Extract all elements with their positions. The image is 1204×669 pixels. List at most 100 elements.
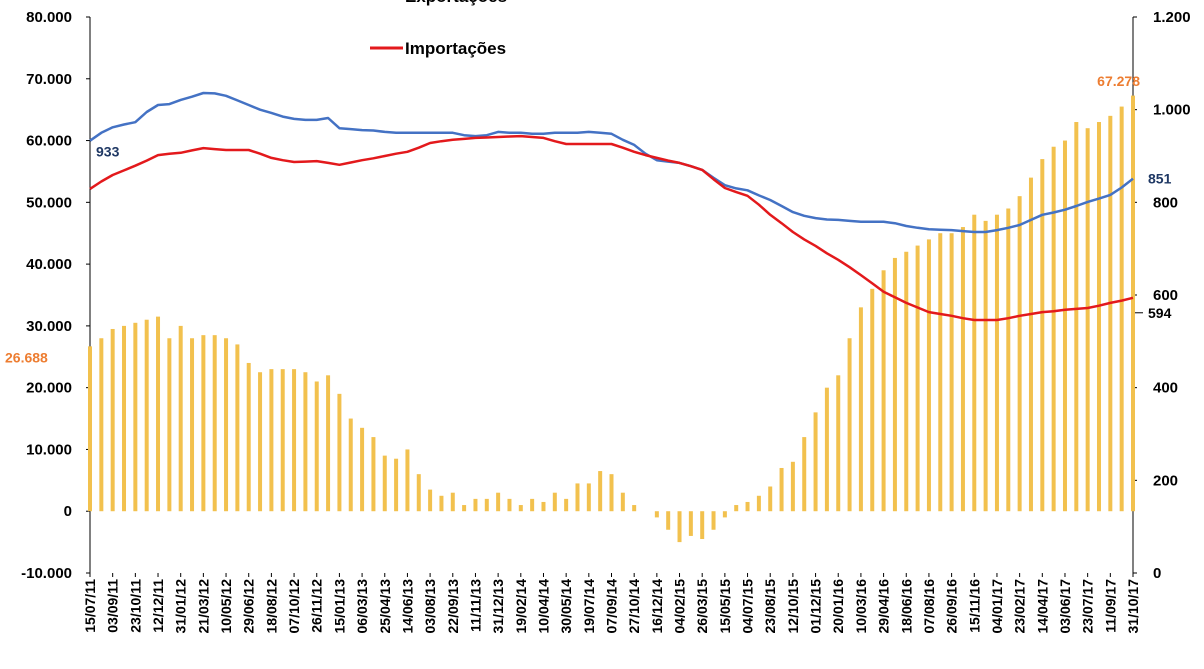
- bar: [564, 498, 569, 512]
- y-tick-label: 20.000: [26, 380, 72, 397]
- x-tick-label: 29/06/12: [241, 579, 257, 634]
- line: [89, 134, 1134, 322]
- bar: [654, 511, 659, 518]
- bar: [280, 369, 285, 512]
- bar: [507, 498, 512, 512]
- x-tick-label: 06/03/13: [354, 579, 370, 634]
- bar: [326, 375, 331, 512]
- bar: [303, 372, 308, 512]
- x-tick-label: 31/01/12: [173, 579, 189, 634]
- x-tick-label: 12/12/11: [150, 579, 166, 633]
- bar: [110, 328, 115, 512]
- bar: [428, 489, 433, 512]
- bar: [949, 233, 954, 512]
- y2-tick-label: 1.000: [1153, 102, 1191, 119]
- bar: [518, 505, 523, 512]
- x-tick-label: 31/12/13: [490, 579, 506, 634]
- bar: [1131, 95, 1135, 512]
- bar: [983, 220, 988, 512]
- value-label: 594: [1148, 305, 1172, 321]
- value-label: 26.688: [5, 349, 48, 365]
- bar: [904, 251, 909, 512]
- x-tick-label: 04/07/15: [740, 579, 756, 634]
- bar: [394, 458, 399, 512]
- x-tick-label: 29/04/16: [876, 579, 892, 634]
- x-tick-label: 22/09/13: [445, 579, 461, 634]
- x-tick-label: 07/09/14: [604, 579, 620, 634]
- bar: [575, 483, 580, 512]
- y2-tick-label: 200: [1153, 472, 1178, 489]
- bar: [382, 455, 387, 512]
- x-tick-label: 19/02/14: [513, 579, 529, 634]
- bar: [824, 387, 829, 512]
- value-label: 851: [1148, 171, 1172, 187]
- bar: [756, 495, 761, 512]
- x-tick-label: 27/10/14: [626, 579, 642, 634]
- bar: [348, 418, 353, 512]
- y-tick-label: 10.000: [26, 441, 72, 458]
- x-tick-label: 26/03/15: [694, 579, 710, 634]
- bar: [1119, 106, 1124, 512]
- bar: [722, 511, 727, 518]
- y-tick-label: 40.000: [26, 256, 72, 273]
- line: [89, 91, 1134, 234]
- x-tick-label: 07/08/16: [921, 579, 937, 634]
- y-tick-label: 70.000: [26, 71, 72, 88]
- x-tick-label: 18/06/16: [898, 579, 914, 634]
- bar: [541, 501, 546, 512]
- y2-tick-label: 800: [1153, 194, 1178, 211]
- bar: [598, 471, 603, 512]
- bar: [745, 501, 750, 512]
- bar: [892, 257, 897, 512]
- x-tick-label: 20/01/16: [830, 579, 846, 634]
- bar: [972, 214, 977, 512]
- bar: [734, 505, 739, 512]
- legend-label: Importações: [405, 39, 506, 58]
- bar: [768, 486, 773, 512]
- x-tick-label: 26/09/16: [944, 579, 960, 634]
- bar: [178, 325, 183, 512]
- bar: [314, 381, 319, 512]
- x-tick-label: 18/08/12: [263, 579, 279, 634]
- bar: [405, 449, 410, 512]
- bar: [847, 338, 852, 512]
- x-tick-label: 23/02/17: [1012, 579, 1028, 634]
- bar: [156, 316, 161, 512]
- bar: [960, 227, 965, 512]
- bar: [99, 338, 104, 512]
- bar: [700, 511, 705, 540]
- bar: [122, 325, 127, 512]
- bar: [224, 338, 229, 512]
- y2-tick-label: 0: [1153, 565, 1161, 582]
- x-tick-label: 03/06/17: [1057, 579, 1073, 634]
- bar: [1062, 140, 1067, 512]
- y-tick-label: 30.000: [26, 318, 72, 335]
- x-tick-label: 14/06/13: [399, 579, 415, 634]
- bar: [416, 474, 421, 512]
- bar: [926, 239, 931, 512]
- x-tick-label: 15/05/15: [717, 579, 733, 634]
- bar: [246, 362, 251, 512]
- bar: [1096, 122, 1101, 512]
- bar: [1006, 208, 1011, 512]
- bar: [779, 467, 784, 512]
- bar: [1085, 128, 1090, 512]
- x-tick-label: 12/10/15: [785, 579, 801, 634]
- bar: [1017, 196, 1022, 512]
- value-label: 933: [96, 144, 120, 160]
- bar: [994, 214, 999, 512]
- bar: [144, 319, 149, 512]
- x-tick-label: 30/05/14: [558, 579, 574, 634]
- bar: [609, 474, 614, 512]
- x-tick-label: 23/07/17: [1080, 579, 1096, 634]
- x-tick-label: 26/11/12: [309, 579, 325, 633]
- y-tick-label: 0: [64, 503, 72, 520]
- bar: [212, 335, 217, 512]
- bar: [1108, 115, 1113, 512]
- bar: [802, 437, 807, 512]
- bar: [858, 307, 863, 512]
- bar: [666, 511, 671, 530]
- bar: [1074, 122, 1079, 512]
- bar: [269, 369, 274, 512]
